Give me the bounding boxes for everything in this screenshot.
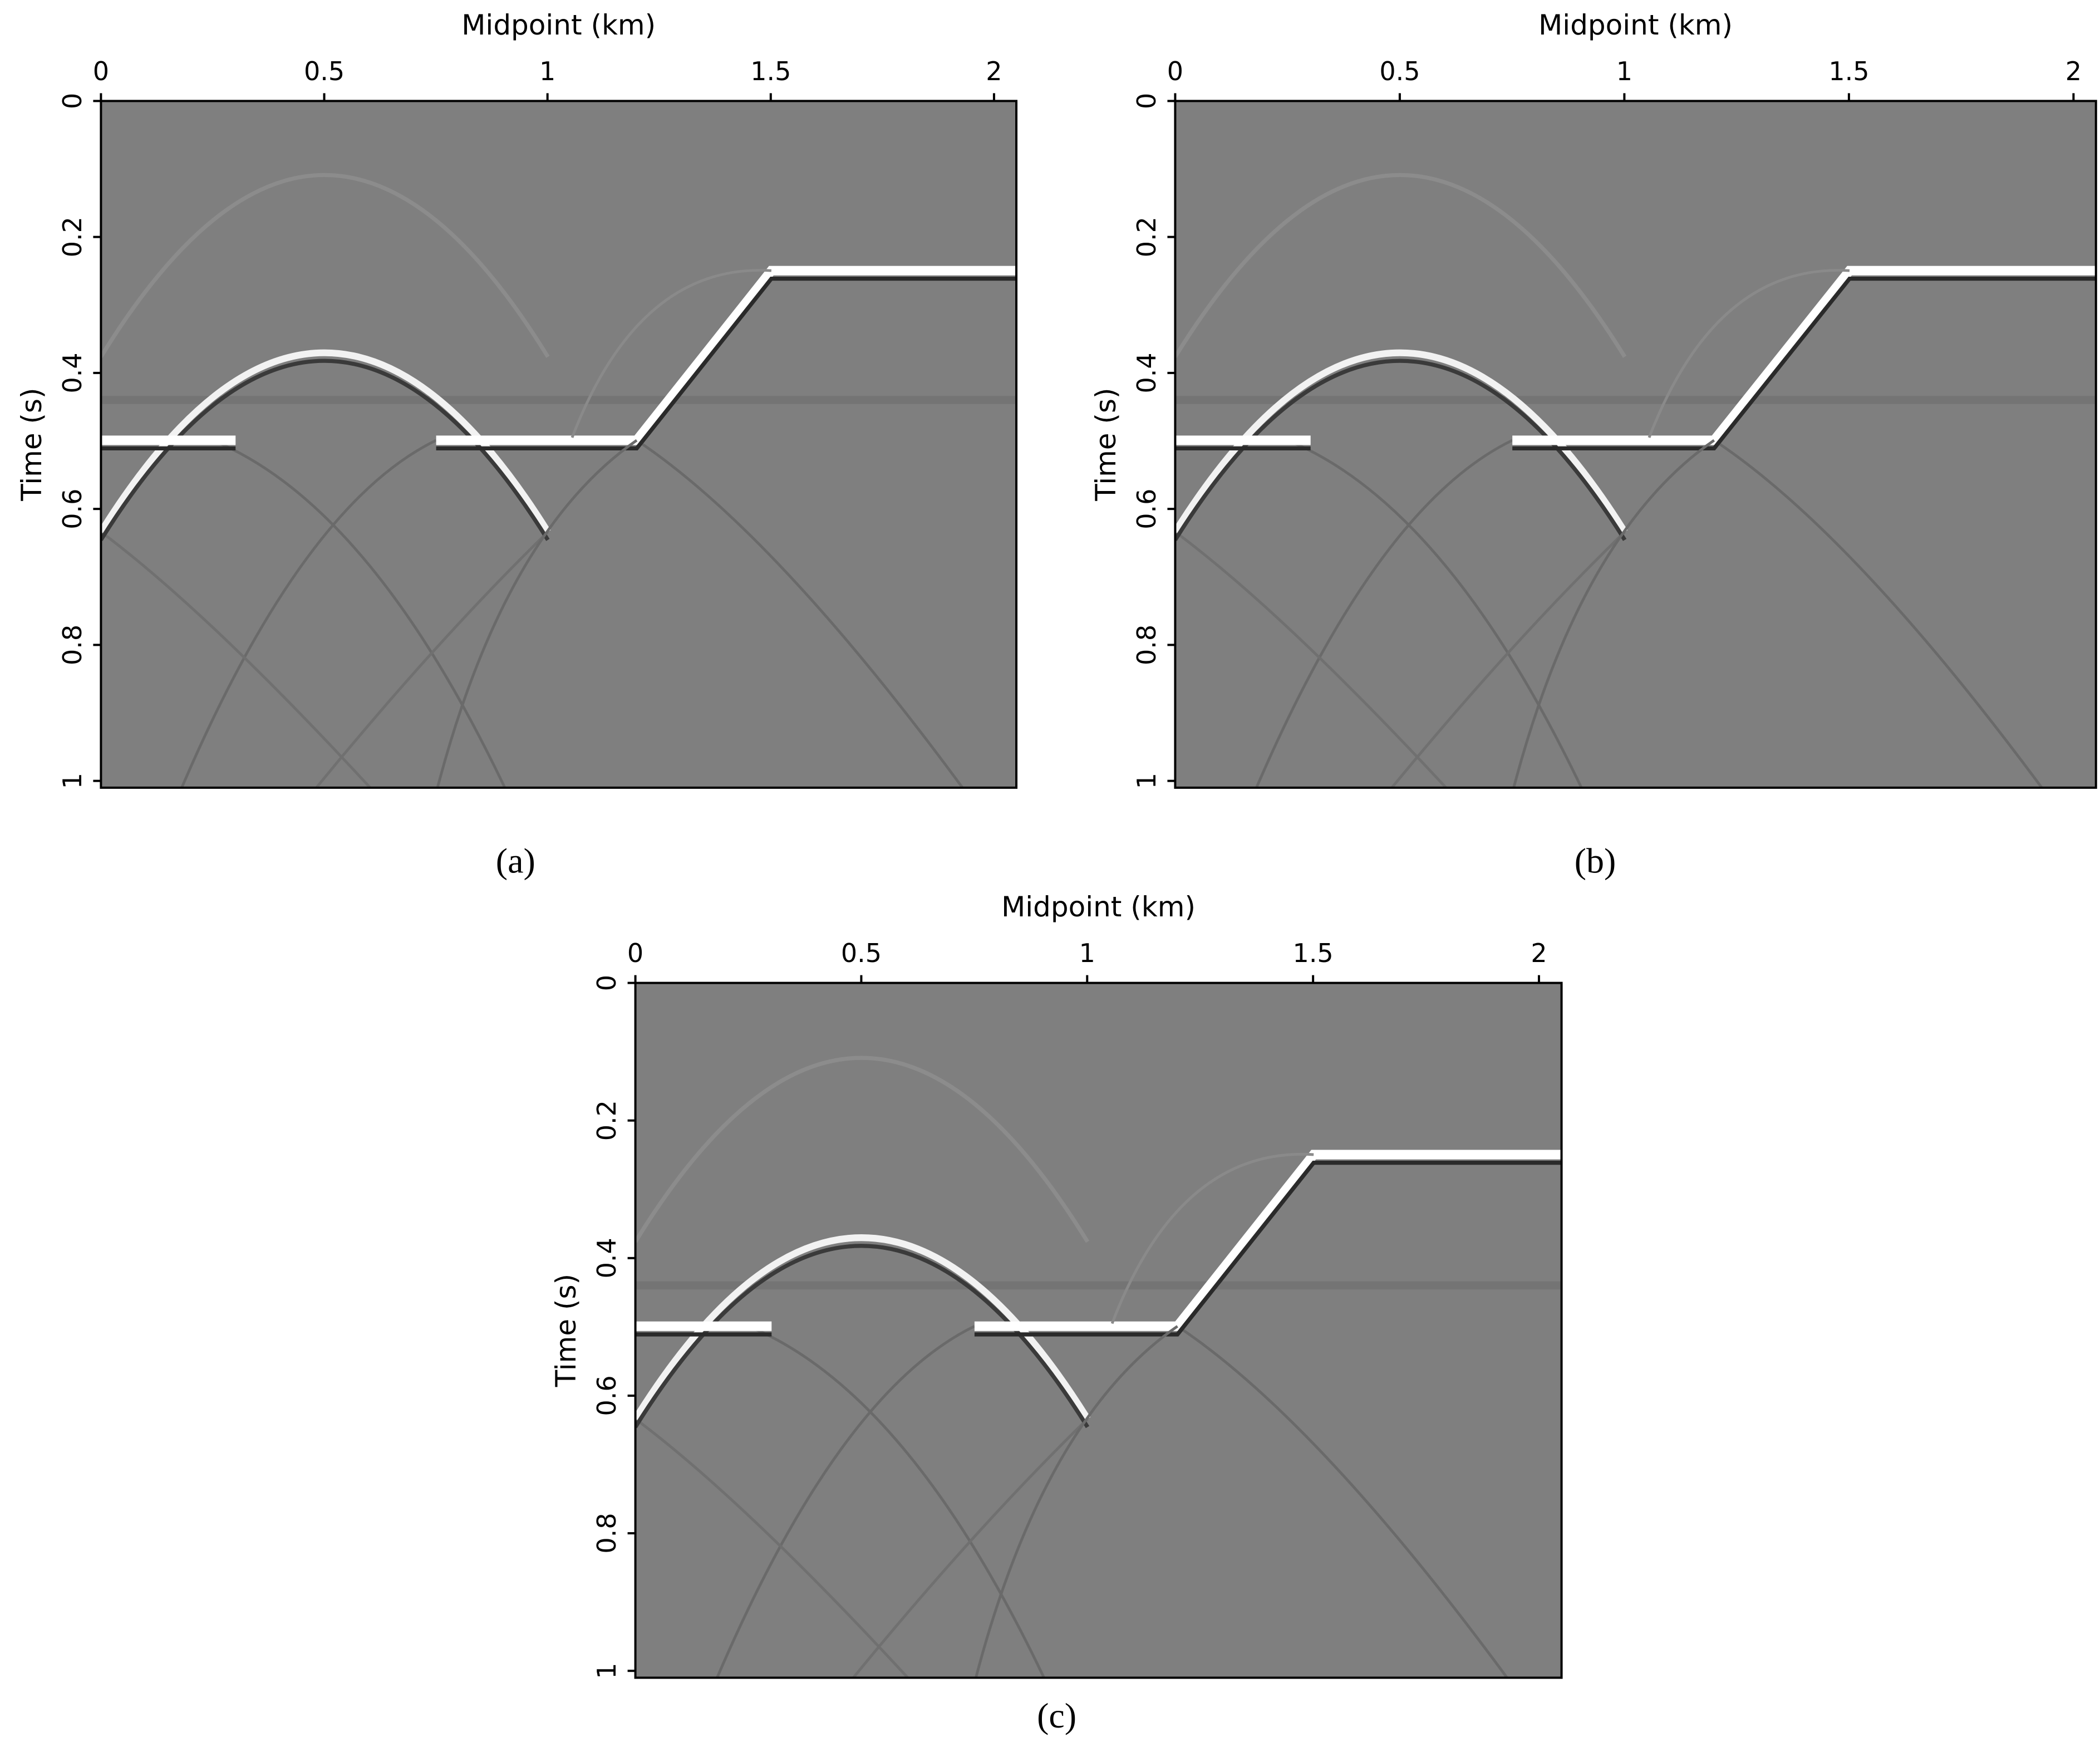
- plot-frame: [100, 100, 1018, 789]
- x-tick-label: 0: [1167, 56, 1183, 86]
- x-tick-label: 1.5: [750, 56, 791, 86]
- x-tick-label: 2: [2065, 56, 2082, 86]
- panel: 0 0.5 1 1.5 2 0 0.2 0.4 0.6 0.8 1 Midpoint (km) Time…: [16, 9, 1018, 880]
- y-tick-label: 0: [1132, 93, 1162, 109]
- x-axis-label: Midpoint (km): [1538, 9, 1733, 41]
- seismic-image: [101, 101, 1017, 788]
- x-axis-label: Midpoint (km): [461, 9, 656, 41]
- x-tick-label: 1.5: [1293, 938, 1334, 968]
- panel-caption: (b): [1575, 841, 1616, 880]
- y-tick-label: 0.8: [57, 625, 87, 665]
- x-tick-label: 0: [627, 938, 643, 968]
- y-tick-label: 0.4: [57, 352, 87, 393]
- x-tick-label: 2: [986, 56, 1002, 86]
- x-axis-label: Midpoint (km): [1001, 891, 1196, 923]
- y-tick-label: 0.6: [1132, 489, 1162, 529]
- x-tick-label: 1.5: [1828, 56, 1869, 86]
- x-tick-label: 1: [1616, 56, 1632, 86]
- y-tick-label: 1: [57, 773, 87, 789]
- y-tick-label: 0: [592, 975, 622, 991]
- seismic-image: [1175, 101, 2096, 788]
- y-tick-label: 0.8: [1132, 625, 1162, 665]
- y-tick-label: 1: [1132, 773, 1162, 789]
- panel: 0 0.5 1 1.5 2 0 0.2 0.4 0.6 0.8 1 Midpoint (km) Time…: [1090, 9, 2097, 880]
- x-tick-label: 1: [539, 56, 555, 86]
- y-tick-label: 1: [592, 1663, 622, 1679]
- y-tick-label: 0.4: [1132, 352, 1162, 393]
- x-tick-label: 1: [1079, 938, 1095, 968]
- x-tick-label: 0.5: [1379, 56, 1420, 86]
- y-tick-label: 0.2: [1132, 217, 1162, 257]
- y-tick-label: 0.6: [57, 489, 87, 529]
- y-tick-label: 0.2: [57, 217, 87, 257]
- x-tick-label: 2: [1531, 938, 1547, 968]
- x-tick-label: 0: [93, 56, 109, 86]
- y-axis-label: Time (s): [16, 387, 48, 501]
- y-tick-label: 0.6: [592, 1375, 622, 1416]
- y-axis-label: Time (s): [1090, 387, 1122, 501]
- y-tick-label: 0.4: [592, 1238, 622, 1278]
- y-tick-label: 0.2: [592, 1100, 622, 1141]
- panel-caption: (a): [496, 841, 535, 880]
- y-tick-label: 0: [57, 93, 87, 109]
- y-axis-label: Time (s): [550, 1274, 582, 1387]
- plot-frame: [1174, 100, 2097, 789]
- seismic-image: [635, 983, 1562, 1678]
- panel-caption: (c): [1037, 1696, 1076, 1735]
- y-tick-label: 0.8: [592, 1513, 622, 1554]
- x-tick-label: 0.5: [841, 938, 882, 968]
- x-tick-label: 0.5: [304, 56, 345, 86]
- plot-frame: [634, 982, 1563, 1679]
- panel: 0 0.5 1 1.5 2 0 0.2 0.4 0.6 0.8 1 Midpoint (km) Time…: [550, 891, 1563, 1735]
